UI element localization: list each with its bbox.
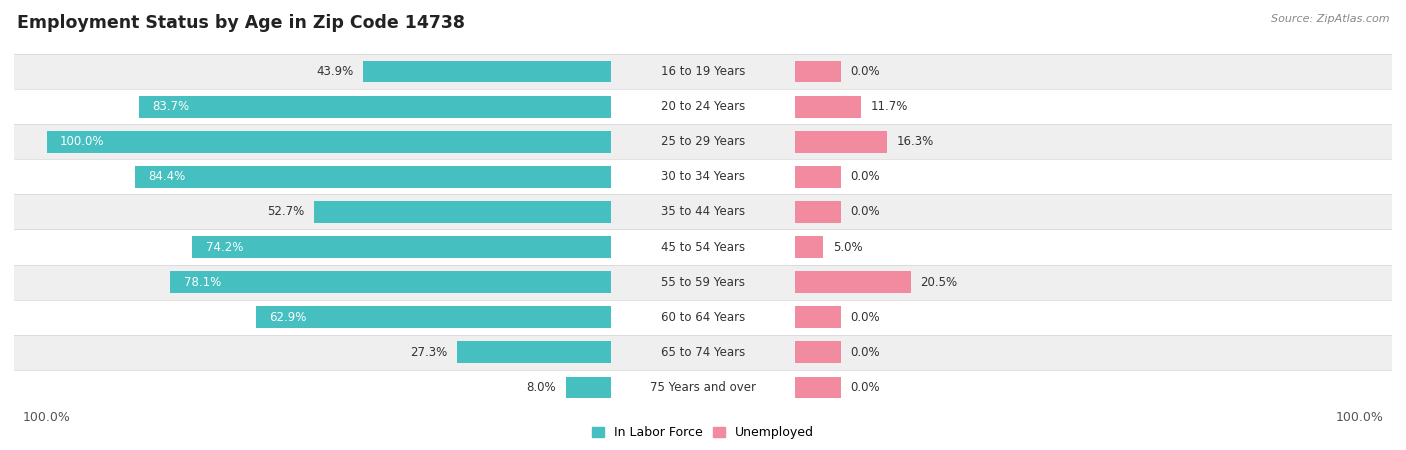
Text: 84.4%: 84.4% bbox=[148, 171, 186, 183]
Bar bbox=[256, 306, 612, 328]
Bar bbox=[794, 271, 911, 293]
Text: 43.9%: 43.9% bbox=[316, 65, 353, 78]
Text: 0.0%: 0.0% bbox=[851, 346, 880, 359]
Text: 8.0%: 8.0% bbox=[526, 381, 557, 394]
Text: 52.7%: 52.7% bbox=[267, 206, 304, 218]
Text: 20 to 24 Years: 20 to 24 Years bbox=[661, 100, 745, 113]
Bar bbox=[14, 124, 1392, 159]
Text: 0.0%: 0.0% bbox=[851, 381, 880, 394]
Bar bbox=[794, 166, 841, 188]
Bar bbox=[14, 335, 1392, 370]
Text: 0.0%: 0.0% bbox=[851, 206, 880, 218]
Text: 35 to 44 Years: 35 to 44 Years bbox=[661, 206, 745, 218]
Bar bbox=[14, 370, 1392, 405]
Bar bbox=[794, 377, 841, 398]
Text: 45 to 54 Years: 45 to 54 Years bbox=[661, 241, 745, 253]
Text: 78.1%: 78.1% bbox=[184, 276, 221, 288]
Bar bbox=[14, 230, 1392, 265]
Text: 100.0%: 100.0% bbox=[60, 135, 104, 148]
Bar bbox=[794, 201, 841, 223]
Bar bbox=[794, 131, 887, 153]
Bar bbox=[314, 201, 612, 223]
Text: 0.0%: 0.0% bbox=[851, 171, 880, 183]
Text: 5.0%: 5.0% bbox=[832, 241, 862, 253]
Bar bbox=[193, 236, 612, 258]
Bar bbox=[794, 236, 823, 258]
Bar bbox=[135, 166, 612, 188]
Bar bbox=[457, 342, 612, 363]
Text: 0.0%: 0.0% bbox=[851, 311, 880, 324]
Text: Source: ZipAtlas.com: Source: ZipAtlas.com bbox=[1271, 14, 1389, 23]
Text: 83.7%: 83.7% bbox=[152, 100, 188, 113]
Bar bbox=[139, 96, 612, 117]
Text: 16 to 19 Years: 16 to 19 Years bbox=[661, 65, 745, 78]
Text: 60 to 64 Years: 60 to 64 Years bbox=[661, 311, 745, 324]
Bar bbox=[170, 271, 612, 293]
Bar bbox=[14, 265, 1392, 300]
Text: 30 to 34 Years: 30 to 34 Years bbox=[661, 171, 745, 183]
Text: 65 to 74 Years: 65 to 74 Years bbox=[661, 346, 745, 359]
Bar bbox=[14, 89, 1392, 124]
Bar bbox=[46, 131, 612, 153]
Text: 55 to 59 Years: 55 to 59 Years bbox=[661, 276, 745, 288]
Text: 62.9%: 62.9% bbox=[270, 311, 307, 324]
Text: 11.7%: 11.7% bbox=[870, 100, 908, 113]
Text: 74.2%: 74.2% bbox=[205, 241, 243, 253]
Bar bbox=[14, 54, 1392, 89]
Text: 16.3%: 16.3% bbox=[897, 135, 934, 148]
Bar bbox=[14, 300, 1392, 335]
Legend: In Labor Force, Unemployed: In Labor Force, Unemployed bbox=[586, 421, 820, 445]
Text: 25 to 29 Years: 25 to 29 Years bbox=[661, 135, 745, 148]
Bar bbox=[794, 306, 841, 328]
Bar bbox=[567, 377, 612, 398]
Bar bbox=[794, 61, 841, 82]
Text: 20.5%: 20.5% bbox=[921, 276, 957, 288]
Bar bbox=[794, 342, 841, 363]
Bar bbox=[363, 61, 612, 82]
Bar bbox=[14, 159, 1392, 194]
Text: Employment Status by Age in Zip Code 14738: Employment Status by Age in Zip Code 147… bbox=[17, 14, 465, 32]
Bar bbox=[14, 194, 1392, 230]
Bar bbox=[794, 96, 860, 117]
Text: 75 Years and over: 75 Years and over bbox=[650, 381, 756, 394]
Text: 27.3%: 27.3% bbox=[411, 346, 447, 359]
Text: 0.0%: 0.0% bbox=[851, 65, 880, 78]
